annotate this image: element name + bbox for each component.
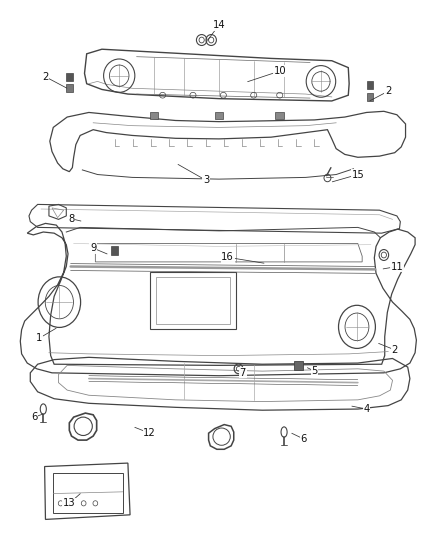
Bar bbox=[156, 277, 230, 324]
Bar bbox=[150, 272, 237, 328]
Bar bbox=[367, 82, 374, 90]
Text: 12: 12 bbox=[143, 428, 156, 438]
Bar bbox=[276, 112, 284, 119]
Bar bbox=[293, 361, 303, 370]
Text: 13: 13 bbox=[63, 498, 76, 508]
Text: 4: 4 bbox=[364, 404, 370, 414]
Text: 6: 6 bbox=[300, 434, 307, 444]
Text: 5: 5 bbox=[311, 366, 318, 376]
Text: 15: 15 bbox=[351, 169, 364, 180]
Bar bbox=[66, 74, 73, 82]
Text: 14: 14 bbox=[213, 20, 225, 30]
Text: 2: 2 bbox=[385, 86, 392, 96]
Bar bbox=[53, 473, 123, 513]
Text: 3: 3 bbox=[203, 175, 209, 185]
Text: 10: 10 bbox=[273, 66, 286, 76]
Text: 1: 1 bbox=[36, 333, 42, 343]
Text: 8: 8 bbox=[68, 214, 74, 224]
Bar bbox=[215, 112, 223, 119]
Text: 2: 2 bbox=[42, 72, 49, 82]
Bar bbox=[110, 246, 118, 255]
Text: 6: 6 bbox=[32, 412, 38, 422]
Text: 11: 11 bbox=[391, 262, 403, 271]
Bar bbox=[66, 84, 73, 92]
Text: 16: 16 bbox=[221, 252, 234, 262]
Text: 7: 7 bbox=[240, 368, 246, 378]
Bar bbox=[150, 112, 158, 119]
Text: 9: 9 bbox=[90, 243, 96, 253]
Bar bbox=[367, 93, 374, 101]
Text: 2: 2 bbox=[392, 345, 398, 355]
